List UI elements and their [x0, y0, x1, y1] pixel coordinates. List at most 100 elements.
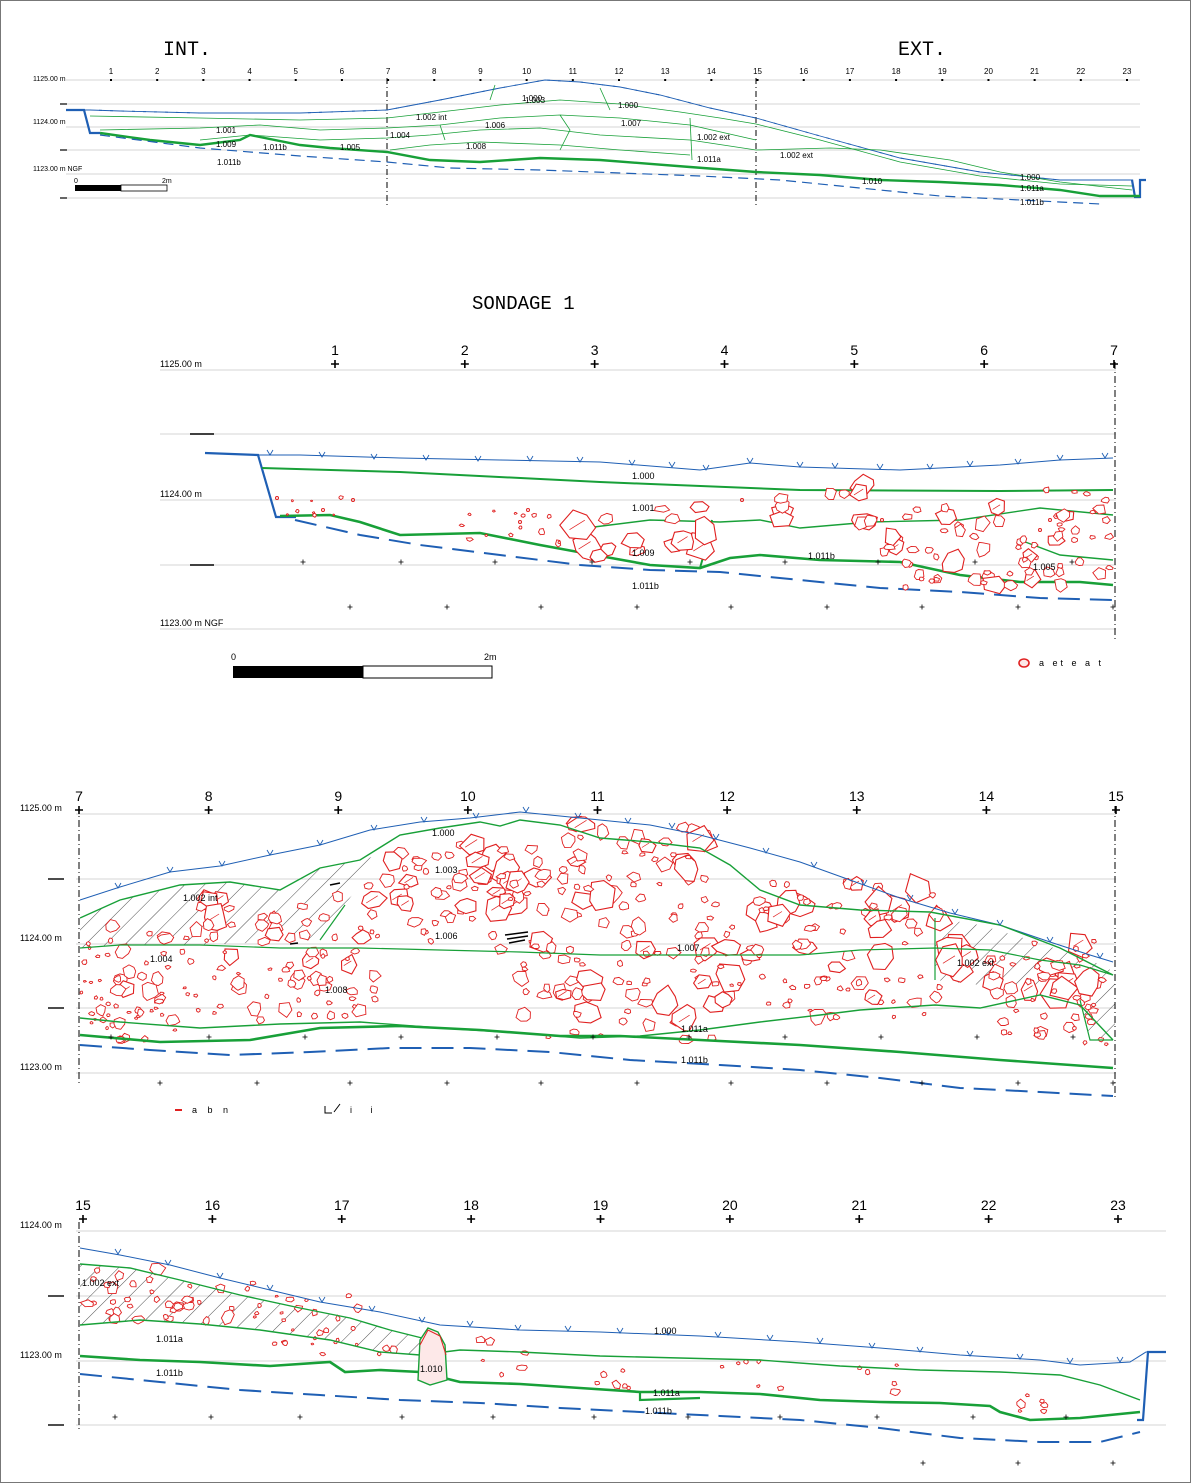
stone — [619, 1018, 627, 1025]
stone — [993, 516, 1004, 527]
stone — [1075, 558, 1083, 566]
ov-col-dot — [1126, 79, 1128, 81]
p2-level-1124: 1124.00 m — [20, 933, 62, 943]
stone — [1017, 1399, 1026, 1409]
stone — [638, 999, 653, 1007]
stone — [459, 524, 464, 527]
stone — [327, 1011, 334, 1020]
stone — [778, 1386, 784, 1391]
stone — [942, 549, 964, 572]
stone — [485, 534, 487, 536]
stone — [934, 554, 939, 560]
stone — [652, 857, 659, 862]
ov-unit-16: 1.010 — [862, 177, 883, 186]
stone — [539, 529, 545, 535]
stone — [105, 953, 110, 956]
stone — [217, 965, 226, 970]
stone — [98, 979, 101, 981]
p1-col-4: 4 — [721, 342, 729, 358]
p3-col-cross — [338, 1215, 346, 1223]
stone — [1093, 568, 1106, 580]
stone — [1040, 1399, 1045, 1403]
p2-col-14: 14 — [979, 788, 995, 804]
stone — [320, 1353, 326, 1356]
stone — [631, 882, 637, 887]
p1-col-3: 3 — [591, 342, 599, 358]
grid-cross — [348, 1081, 353, 1086]
stone — [892, 1000, 896, 1004]
stone — [701, 897, 708, 903]
stone — [884, 544, 895, 549]
stone — [643, 1019, 655, 1032]
ov-col-dot — [249, 79, 251, 81]
label-interior: INT. — [163, 39, 211, 62]
stone — [825, 488, 836, 499]
stone — [640, 853, 645, 856]
ov-unit-14: 1.002 ext — [780, 151, 814, 160]
p2-col-cross — [205, 806, 213, 814]
p3-column-numbers: 15 16 17 18 19 20 21 22 23 — [75, 1197, 1126, 1223]
ov-col-9: 9 — [478, 67, 483, 76]
p2-grid-crosses — [109, 1035, 1116, 1086]
p1-col-cross — [980, 360, 988, 368]
p3-unit-4: 1.010 — [420, 1364, 443, 1374]
p3-unit-5: 1.011a — [653, 1388, 680, 1398]
stone — [94, 1268, 99, 1274]
surface-mark — [797, 462, 803, 467]
stone — [1020, 536, 1027, 544]
stone — [808, 1009, 812, 1011]
stone — [319, 914, 330, 921]
sample-legend-icon — [325, 1104, 340, 1113]
grid-cross — [592, 1415, 597, 1420]
p2-col-10: 10 — [460, 788, 476, 804]
ov-col-dot — [849, 79, 851, 81]
ov-col-11: 11 — [569, 67, 578, 76]
stone — [154, 1007, 158, 1009]
stone — [311, 1343, 314, 1345]
stone — [561, 908, 578, 922]
ov-col-dot — [295, 79, 297, 81]
grid-cross — [445, 1081, 450, 1086]
ov-col-1: 1 — [109, 67, 114, 76]
stone — [96, 955, 100, 958]
stone — [724, 931, 730, 938]
stone — [763, 907, 768, 911]
grid-cross — [207, 1035, 212, 1040]
stone — [519, 521, 522, 524]
stone — [495, 944, 508, 954]
stone — [695, 923, 708, 932]
stone — [581, 983, 605, 1000]
stone — [1101, 497, 1109, 503]
stone — [1008, 1032, 1012, 1035]
p2-unit-1: 1.003 — [435, 865, 458, 875]
stone — [707, 916, 714, 920]
p3-col-16: 16 — [205, 1197, 221, 1213]
ov-col-dot — [710, 79, 712, 81]
p2-col-15: 15 — [1108, 788, 1124, 804]
stone — [572, 988, 583, 1000]
grid-cross — [1111, 1081, 1116, 1086]
p3-col-cross — [597, 1215, 605, 1223]
stone — [1025, 1394, 1029, 1397]
stone — [432, 921, 438, 926]
stone — [370, 930, 374, 934]
stone — [701, 875, 709, 882]
grid-cross — [971, 1415, 976, 1420]
p1-col-6: 6 — [980, 342, 988, 358]
stone — [558, 541, 560, 544]
stone — [514, 512, 517, 514]
stone — [1105, 1043, 1109, 1046]
stone — [907, 546, 919, 552]
stone — [114, 1018, 125, 1030]
grid-cross — [973, 560, 978, 565]
stone — [268, 913, 281, 924]
ov-col-20: 20 — [984, 67, 993, 76]
stone — [1007, 571, 1013, 576]
grid-cross — [491, 1415, 496, 1420]
stone — [890, 1389, 900, 1396]
stone — [180, 949, 185, 954]
stone — [196, 1008, 200, 1012]
p3-unit-0: 1.002 ext — [82, 1278, 120, 1288]
ov-col-5: 5 — [294, 67, 299, 76]
stone — [525, 845, 537, 854]
